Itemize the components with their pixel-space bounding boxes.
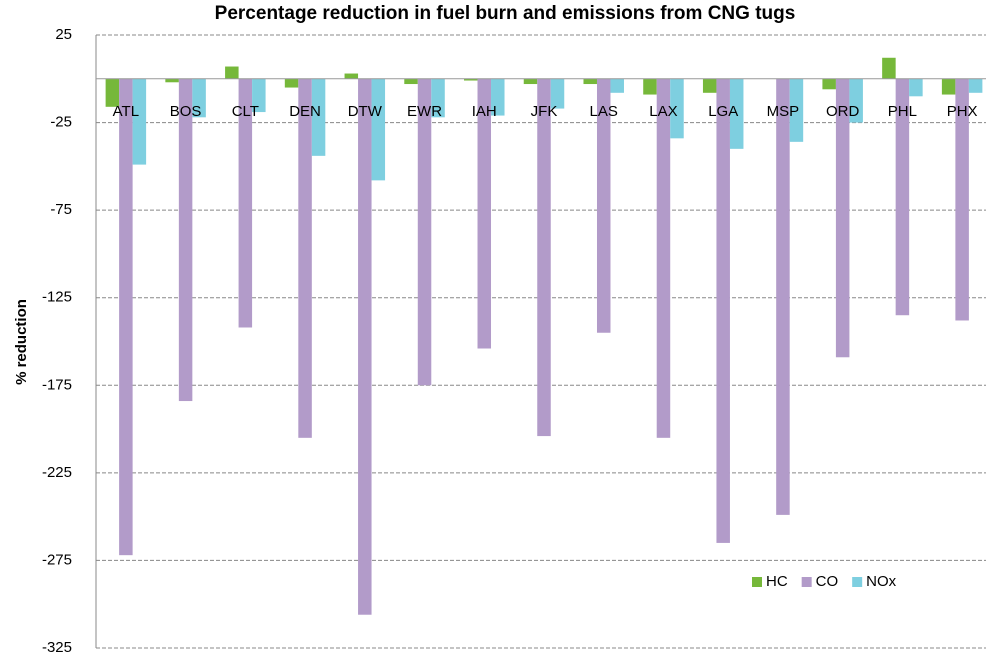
bar xyxy=(610,78,624,93)
bar xyxy=(550,78,565,109)
y-tick-label: -275 xyxy=(42,551,72,568)
legend-label: CO xyxy=(816,573,839,590)
x-tick-label: JFK xyxy=(531,103,558,120)
x-tick-label: LAX xyxy=(649,103,677,120)
bar xyxy=(835,78,850,358)
y-tick-label: -175 xyxy=(42,376,72,393)
bar xyxy=(298,78,312,438)
y-tick-label: -25 xyxy=(50,114,72,131)
bar xyxy=(656,78,671,438)
bar xyxy=(192,78,206,118)
x-tick-label: ORD xyxy=(826,103,860,120)
bar xyxy=(311,78,326,156)
bar xyxy=(417,78,432,386)
bar xyxy=(165,78,179,83)
bar xyxy=(523,78,538,85)
bar xyxy=(252,78,266,113)
legend-swatch xyxy=(852,577,863,587)
bar xyxy=(670,78,684,139)
bar xyxy=(477,78,492,349)
bar xyxy=(955,78,969,321)
bar xyxy=(238,78,253,328)
bar xyxy=(789,78,804,142)
bar xyxy=(105,78,120,107)
x-tick-label: IAH xyxy=(472,103,497,120)
x-tick-label: MSP xyxy=(767,103,800,120)
x-tick-label: PHX xyxy=(947,103,978,120)
y-tick-label: -125 xyxy=(42,289,72,306)
y-axis-label: % reduction xyxy=(13,299,30,385)
x-tick-label: DTW xyxy=(348,103,383,120)
bar xyxy=(968,78,983,93)
legend-label: NOx xyxy=(866,573,897,590)
bar xyxy=(882,57,896,79)
bar xyxy=(941,78,956,95)
bar xyxy=(225,66,239,79)
bar xyxy=(909,78,923,97)
legend-swatch xyxy=(801,577,812,587)
legend-label: HC xyxy=(766,573,788,590)
x-tick-label: ATL xyxy=(113,103,139,120)
bar xyxy=(716,78,730,543)
bar xyxy=(119,78,133,556)
y-tick-label: -225 xyxy=(42,464,72,481)
bar xyxy=(537,78,551,437)
bar xyxy=(776,78,790,515)
bar xyxy=(822,78,836,90)
chart-title: Percentage reduction in fuel burn and em… xyxy=(215,3,796,24)
x-tick-label: CLT xyxy=(232,103,259,120)
y-tick-label: 25 xyxy=(55,26,72,43)
x-tick-label: LGA xyxy=(708,103,738,120)
bar xyxy=(178,78,193,402)
bar xyxy=(404,78,418,85)
x-tick-label: PHL xyxy=(888,103,917,120)
bar xyxy=(596,78,611,333)
x-tick-label: DEN xyxy=(289,103,321,120)
bar xyxy=(284,78,299,88)
bar xyxy=(491,78,505,116)
bar xyxy=(643,78,657,95)
bar xyxy=(729,78,744,149)
bar xyxy=(371,78,386,181)
bar xyxy=(358,78,372,615)
y-tick-label: -325 xyxy=(42,639,72,656)
bar xyxy=(702,78,717,93)
bar xyxy=(464,78,478,81)
y-tick-label: -75 xyxy=(50,201,72,218)
bar xyxy=(344,73,359,79)
x-tick-label: EWR xyxy=(407,103,442,120)
bar xyxy=(431,78,445,118)
bar xyxy=(132,78,147,165)
x-tick-label: LAS xyxy=(590,103,618,120)
legend-swatch xyxy=(752,577,762,587)
bar xyxy=(849,78,863,123)
x-tick-label: BOS xyxy=(170,103,202,120)
bar xyxy=(895,78,910,316)
bar xyxy=(583,78,597,85)
